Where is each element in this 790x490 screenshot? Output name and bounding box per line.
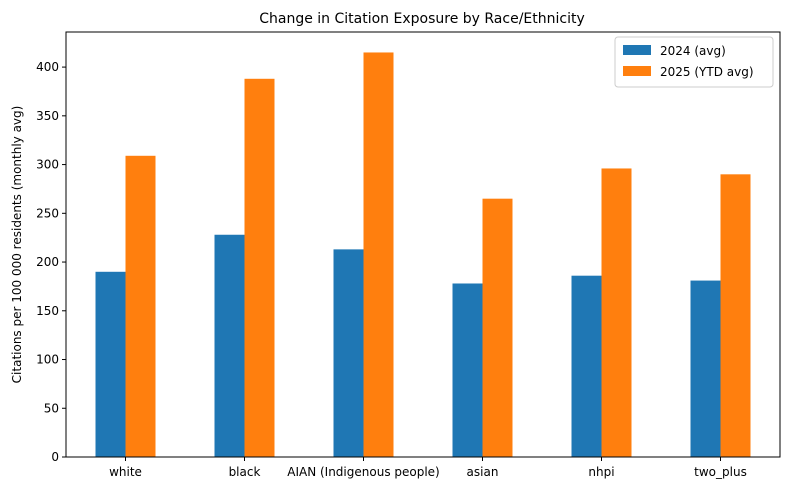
legend-label: 2024 (avg) [660,44,726,58]
y-tick-label: 150 [36,304,59,318]
x-tick-label: AIAN (Indigenous people) [287,465,440,479]
legend: 2024 (avg) 2025 (YTD avg) [614,36,774,88]
legend-label: 2025 (YTD avg) [660,65,754,79]
x-tick-label: nhpi [588,465,614,479]
legend-swatch [623,66,651,76]
y-tick-label: 250 [36,206,59,220]
bar-white-series-1 [95,271,126,457]
x-axis: white black AIAN (Indigenous people) asian n… [109,457,747,479]
legend-box [614,36,774,88]
x-tick-label: black [229,465,261,479]
plot-frame [65,31,781,458]
bars-group [95,52,751,457]
bar-asian-series-1 [452,283,483,457]
y-tick-label: 50 [44,401,59,415]
legend-swatch [623,45,651,55]
y-tick-label: 100 [36,353,59,367]
bar-aian-indigenous-people--series-1 [333,249,364,457]
bar-asian-series-2 [482,198,513,457]
bar-nhpi-series-1 [571,275,602,457]
bar-white-series-2 [125,155,156,457]
x-tick-label: two_plus [694,465,747,479]
y-tick-label: 0 [51,450,59,464]
bar-black-series-1 [214,234,245,457]
y-axis-label: Citations per 100 000 residents (monthly… [10,106,24,384]
x-tick-label: asian [467,465,499,479]
y-axis: 0 50 100 150 200 250 300 350 400 [36,60,66,464]
chart-title: Change in Citation Exposure by Race/Ethn… [259,11,585,27]
y-tick-label: 300 [36,158,59,172]
y-tick-label: 400 [36,60,59,74]
bar-aian-indigenous-people--series-2 [363,52,394,457]
bar-two-plus-series-2 [720,174,751,457]
bar-black-series-2 [244,78,275,457]
y-tick-label: 200 [36,255,59,269]
y-tick-label: 350 [36,109,59,123]
bar-two-plus-series-1 [690,280,721,457]
x-tick-label: white [109,465,142,479]
bar-nhpi-series-2 [601,168,632,457]
